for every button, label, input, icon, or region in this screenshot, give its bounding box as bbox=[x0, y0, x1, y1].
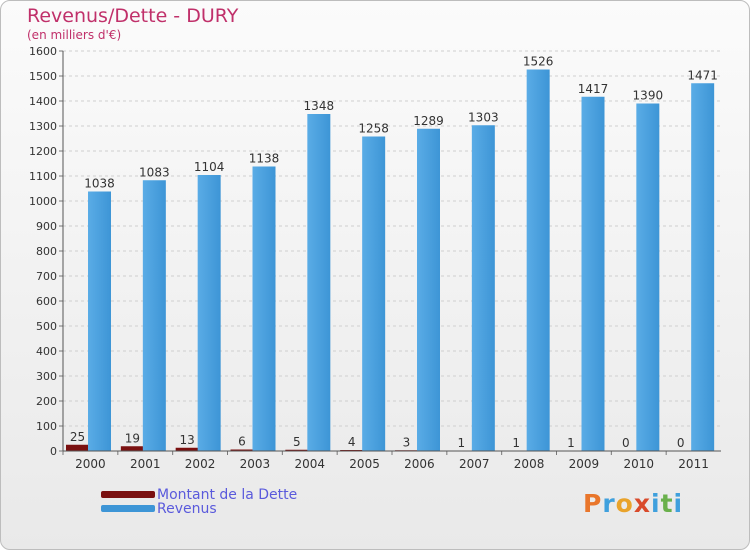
chart-title: Revenus/Dette - DURY bbox=[27, 5, 239, 27]
bar-revenus bbox=[197, 175, 221, 451]
data-label-dette: 25 bbox=[70, 430, 85, 444]
data-label-revenus: 1138 bbox=[249, 152, 280, 166]
bar-revenus bbox=[88, 191, 111, 451]
x-tick-label: 2011 bbox=[678, 457, 709, 471]
data-label-dette: 3 bbox=[403, 435, 411, 449]
bar-dette bbox=[120, 446, 144, 451]
bar-dette bbox=[230, 449, 254, 451]
bar-revenus bbox=[252, 166, 276, 451]
bar-revenus bbox=[636, 103, 660, 451]
data-label-dette: 1 bbox=[567, 436, 575, 450]
data-label-dette: 6 bbox=[238, 435, 246, 449]
y-tick-label: 900 bbox=[36, 220, 57, 233]
data-label-revenus: 1417 bbox=[578, 82, 609, 96]
logo-letter: i bbox=[673, 489, 684, 518]
data-label-revenus: 1348 bbox=[304, 99, 335, 113]
y-tick-label: 1200 bbox=[29, 145, 57, 158]
data-label-revenus: 1038 bbox=[84, 177, 115, 191]
legend-swatch-dette bbox=[101, 491, 155, 498]
logo-letter: r bbox=[602, 489, 616, 518]
data-label-dette: 5 bbox=[293, 435, 301, 449]
x-tick-label: 2000 bbox=[75, 457, 106, 471]
data-label-revenus: 1526 bbox=[523, 55, 554, 69]
bar-dette bbox=[175, 447, 199, 451]
legend-label-dette: Montant de la Dette bbox=[157, 487, 298, 503]
bar-dette bbox=[66, 444, 89, 451]
y-tick-label: 400 bbox=[36, 345, 57, 358]
y-tick-label: 200 bbox=[36, 395, 57, 408]
x-tick-label: 2010 bbox=[623, 457, 654, 471]
x-tick-label: 2008 bbox=[514, 457, 545, 471]
y-tick-label: 0 bbox=[50, 445, 57, 458]
y-tick-label: 100 bbox=[36, 420, 57, 433]
legend-swatch-revenus bbox=[101, 505, 155, 512]
data-label-revenus: 1104 bbox=[194, 160, 225, 174]
x-tick-label: 2004 bbox=[294, 457, 325, 471]
bar-revenus bbox=[526, 69, 550, 451]
data-label-dette: 0 bbox=[677, 436, 685, 450]
y-tick-label: 1300 bbox=[29, 120, 57, 133]
bar-revenus bbox=[307, 114, 331, 451]
logo-letter: o bbox=[615, 489, 634, 518]
y-tick-label: 1400 bbox=[29, 95, 57, 108]
logo-letter: t bbox=[660, 489, 674, 518]
bar-revenus bbox=[581, 96, 605, 451]
x-tick-label: 2009 bbox=[569, 457, 600, 471]
data-label-dette: 0 bbox=[622, 436, 630, 450]
legend-label-revenus: Revenus bbox=[157, 501, 217, 517]
y-tick-label: 1500 bbox=[29, 70, 57, 83]
data-label-revenus: 1258 bbox=[358, 122, 389, 136]
data-label-dette: 19 bbox=[125, 431, 140, 445]
bar-revenus bbox=[471, 125, 495, 451]
logo-letter: i bbox=[651, 489, 661, 518]
logo-letter: P bbox=[583, 489, 603, 518]
x-tick-label: 2003 bbox=[240, 457, 271, 471]
data-label-dette: 4 bbox=[348, 435, 356, 449]
bar-revenus bbox=[362, 136, 386, 451]
y-tick-label: 1600 bbox=[29, 45, 57, 58]
y-tick-label: 600 bbox=[36, 295, 57, 308]
logo-letter: x bbox=[633, 489, 651, 518]
data-label-revenus: 1289 bbox=[413, 114, 444, 128]
data-label-dette: 1 bbox=[458, 436, 466, 450]
y-tick-label: 1000 bbox=[29, 195, 57, 208]
y-tick-label: 300 bbox=[36, 370, 57, 383]
chart-subtitle: (en milliers d'€) bbox=[27, 28, 122, 42]
x-tick-label: 2005 bbox=[349, 457, 380, 471]
bar-revenus bbox=[417, 128, 440, 451]
y-tick-label: 700 bbox=[36, 270, 57, 283]
bar-revenus bbox=[142, 180, 166, 451]
data-label-revenus: 1303 bbox=[468, 110, 499, 124]
bar-dette bbox=[285, 449, 309, 451]
data-label-dette: 13 bbox=[180, 433, 195, 447]
bar-revenus bbox=[691, 83, 715, 451]
x-tick-label: 2002 bbox=[185, 457, 216, 471]
proxiti-logo: Proxiti bbox=[583, 489, 683, 518]
data-label-dette: 1 bbox=[512, 436, 520, 450]
data-label-revenus: 1083 bbox=[139, 165, 170, 179]
x-tick-label: 2007 bbox=[459, 457, 490, 471]
y-tick-label: 800 bbox=[36, 245, 57, 258]
y-tick-label: 1100 bbox=[29, 170, 57, 183]
data-label-revenus: 1471 bbox=[687, 68, 718, 82]
y-tick-label: 500 bbox=[36, 320, 57, 333]
x-tick-label: 2006 bbox=[404, 457, 435, 471]
x-tick-label: 2001 bbox=[130, 457, 161, 471]
data-label-revenus: 1390 bbox=[633, 89, 664, 103]
